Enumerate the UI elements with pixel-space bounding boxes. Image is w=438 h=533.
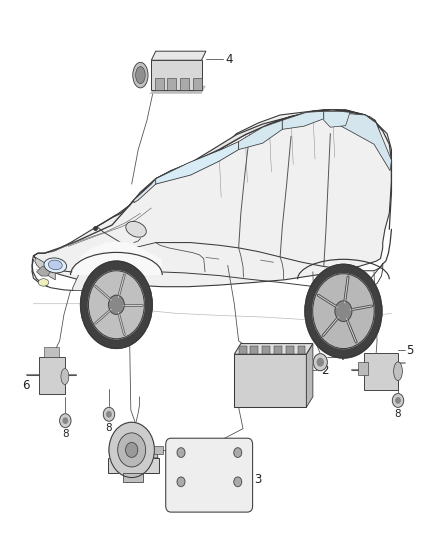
Polygon shape [33, 110, 392, 287]
Polygon shape [155, 78, 163, 90]
Ellipse shape [38, 279, 49, 286]
Text: 8: 8 [106, 423, 112, 433]
Polygon shape [234, 344, 313, 354]
FancyBboxPatch shape [166, 438, 253, 512]
Text: 1: 1 [175, 443, 183, 456]
Polygon shape [44, 348, 59, 357]
Circle shape [392, 393, 404, 407]
Polygon shape [134, 163, 191, 203]
Polygon shape [167, 78, 176, 90]
Ellipse shape [126, 221, 146, 237]
Circle shape [177, 477, 185, 487]
Circle shape [88, 271, 145, 339]
Ellipse shape [136, 67, 145, 84]
Polygon shape [234, 354, 306, 407]
Circle shape [335, 301, 352, 321]
Circle shape [109, 422, 154, 478]
Text: 2: 2 [321, 364, 329, 377]
Circle shape [60, 414, 71, 427]
Polygon shape [154, 446, 163, 454]
Polygon shape [364, 353, 398, 390]
Polygon shape [36, 266, 50, 276]
Polygon shape [123, 473, 143, 482]
Circle shape [305, 264, 382, 358]
Polygon shape [239, 346, 247, 354]
Circle shape [81, 261, 152, 349]
Ellipse shape [61, 368, 69, 384]
Polygon shape [193, 78, 201, 90]
Polygon shape [155, 142, 239, 184]
Circle shape [177, 448, 185, 457]
Circle shape [313, 274, 374, 349]
Circle shape [396, 398, 400, 403]
Polygon shape [324, 111, 350, 127]
Ellipse shape [44, 258, 67, 273]
Polygon shape [155, 110, 376, 179]
Polygon shape [251, 346, 258, 354]
Circle shape [107, 411, 111, 417]
Polygon shape [73, 243, 134, 290]
Polygon shape [108, 458, 159, 473]
Polygon shape [297, 346, 305, 354]
Polygon shape [306, 344, 313, 407]
Circle shape [317, 359, 323, 366]
Text: 5: 5 [406, 344, 413, 357]
Polygon shape [39, 357, 65, 394]
Circle shape [103, 407, 115, 421]
Polygon shape [274, 346, 282, 354]
Ellipse shape [133, 62, 148, 88]
Text: 3: 3 [254, 473, 261, 486]
Circle shape [109, 295, 124, 314]
Text: 8: 8 [62, 429, 69, 439]
Text: 4: 4 [226, 53, 233, 66]
Polygon shape [149, 86, 206, 94]
Ellipse shape [394, 362, 403, 381]
Polygon shape [262, 346, 270, 354]
Polygon shape [286, 346, 293, 354]
Circle shape [63, 418, 67, 423]
Text: 7: 7 [339, 350, 347, 364]
Polygon shape [151, 51, 206, 60]
Polygon shape [71, 241, 162, 275]
Polygon shape [151, 60, 201, 90]
Ellipse shape [48, 260, 62, 270]
Polygon shape [109, 450, 158, 458]
Polygon shape [358, 362, 368, 375]
Circle shape [118, 433, 146, 467]
Circle shape [126, 442, 138, 457]
Polygon shape [180, 78, 189, 90]
Polygon shape [324, 111, 392, 171]
Polygon shape [239, 120, 283, 150]
Circle shape [234, 448, 242, 457]
Text: 6: 6 [22, 379, 29, 392]
Polygon shape [35, 257, 55, 280]
Text: 8: 8 [395, 409, 401, 419]
Circle shape [234, 477, 242, 487]
Circle shape [313, 354, 327, 370]
Polygon shape [283, 111, 324, 130]
